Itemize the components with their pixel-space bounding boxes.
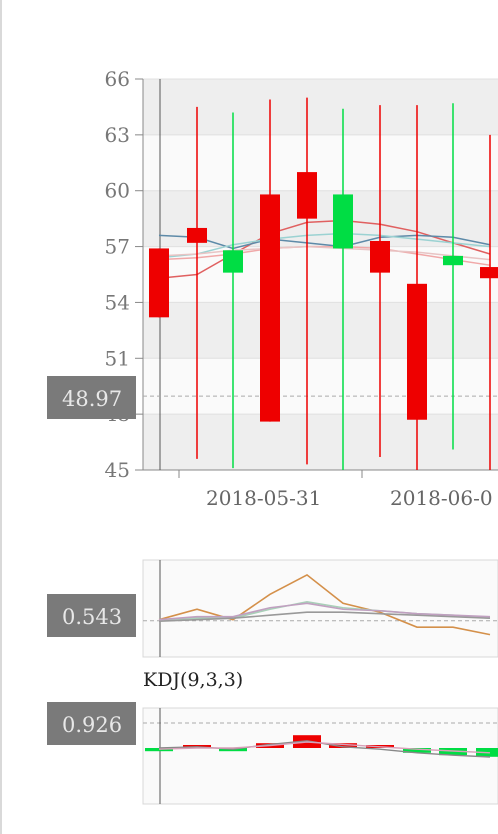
kdj-cursor-value: 0.926 <box>62 713 122 737</box>
indicator-cursor-label: 0.543 <box>47 594 136 637</box>
grid-band <box>143 246 498 303</box>
candle-body <box>443 255 463 266</box>
indicator-background <box>142 559 498 658</box>
candle-body <box>260 194 280 422</box>
y-tick-label: 57 <box>105 235 130 259</box>
candlestick-panel: 4548515457606366 <box>105 67 498 482</box>
indicator-line <box>158 602 491 621</box>
kdj-cursor-label: 0.926 <box>47 702 136 745</box>
candle-body <box>297 172 317 219</box>
indicator-panel-1 <box>142 559 498 658</box>
candle-body <box>370 240 390 273</box>
indicator-line <box>158 611 491 622</box>
y-tick-label: 54 <box>105 290 130 314</box>
kdj-panel-title: KDJ(9,3,3) <box>143 669 243 691</box>
x-tick-label: 2018-06-0 <box>390 486 493 510</box>
candle-body <box>480 267 498 279</box>
moving-average-line <box>158 219 491 279</box>
price-cursor-value: 48.97 <box>62 387 122 411</box>
indicator-line <box>158 573 491 636</box>
x-tick-label: 2018-05-31 <box>206 486 321 510</box>
kdj-bar <box>403 748 431 753</box>
kdj-line <box>158 741 491 754</box>
y-tick-label: 66 <box>105 67 130 91</box>
indicator-cursor-value: 0.543 <box>62 605 122 629</box>
candle-body <box>149 248 169 318</box>
y-tick-label: 45 <box>105 458 130 482</box>
kdj-background <box>142 707 498 805</box>
kdj-bar <box>145 748 173 752</box>
moving-average-line <box>158 245 491 261</box>
moving-average-line <box>158 232 491 259</box>
grid-band <box>143 79 498 135</box>
grid-band <box>143 358 498 415</box>
candle-body <box>407 283 427 420</box>
grid-band <box>143 414 498 470</box>
y-tick-label: 51 <box>105 346 130 370</box>
grid-band <box>143 134 498 191</box>
left-frame-border <box>0 0 2 834</box>
candle-body <box>333 194 353 249</box>
moving-average-line <box>158 245 491 266</box>
y-tick-label: 63 <box>105 123 130 147</box>
candle-body <box>187 227 207 243</box>
y-tick-label: 60 <box>105 179 130 203</box>
moving-average-line <box>158 234 491 250</box>
grid-band <box>143 302 498 359</box>
kdj-panel <box>142 707 498 805</box>
kdj-bar <box>329 743 357 748</box>
candle-body <box>223 250 243 273</box>
price-cursor-label: 48.97 <box>47 376 136 419</box>
